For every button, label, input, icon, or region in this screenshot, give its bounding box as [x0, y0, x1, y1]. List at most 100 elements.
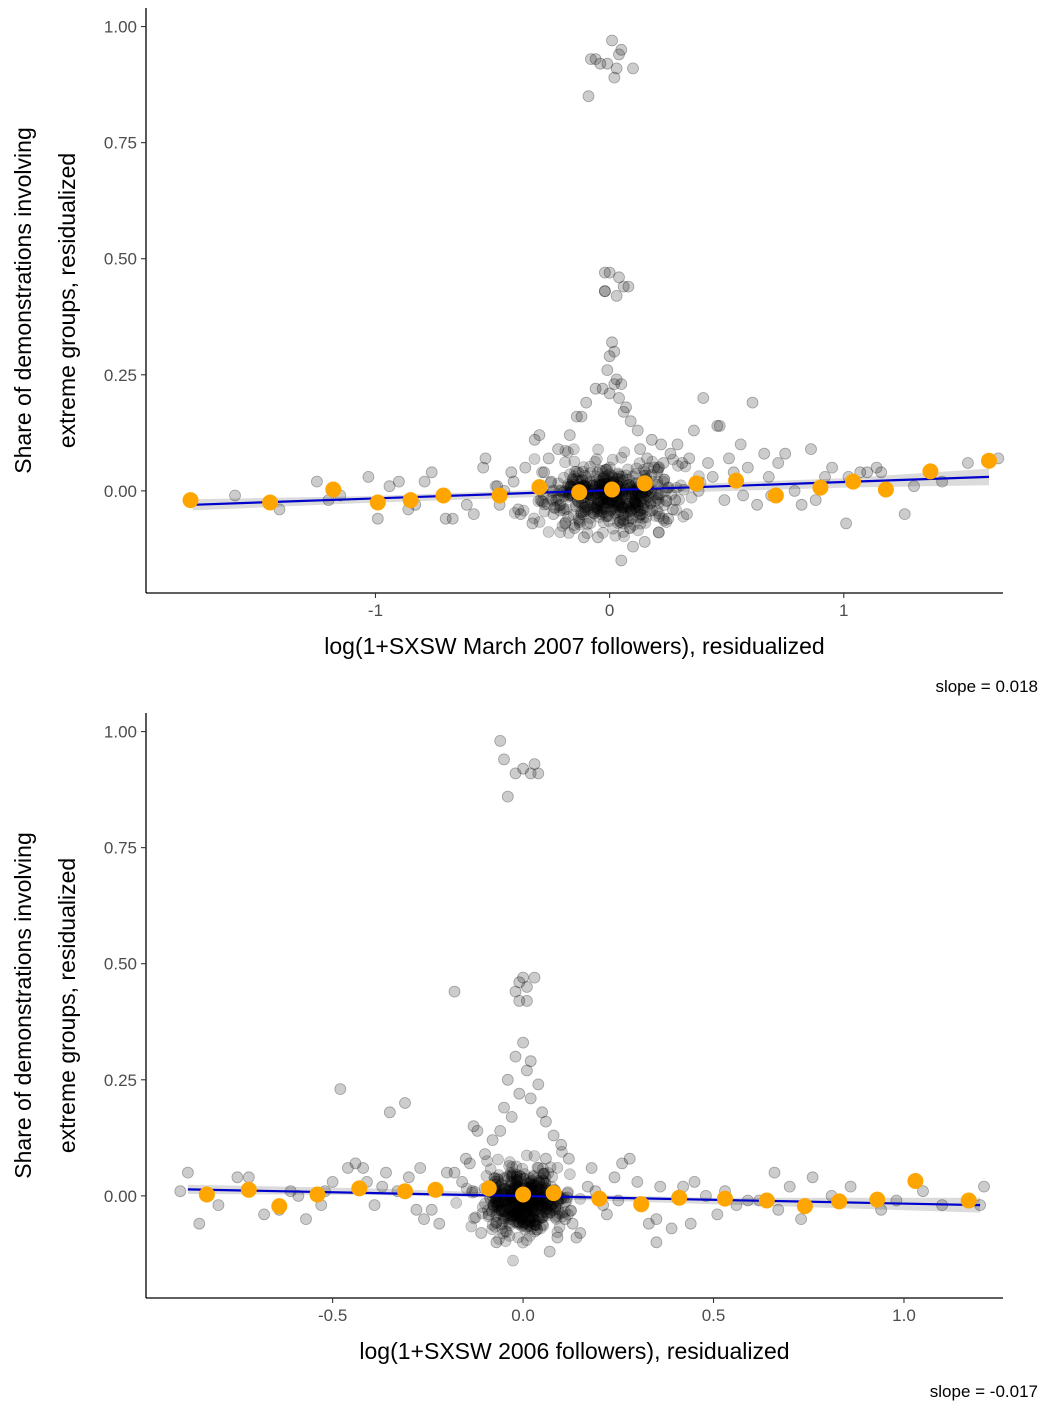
scatter-point [539, 1177, 551, 1189]
binned-point [758, 1192, 775, 1209]
scatter-point [622, 463, 634, 476]
scatter-point [465, 1220, 478, 1233]
scatter-point [537, 1194, 550, 1207]
scatter-point [524, 1177, 537, 1189]
scatter-point [493, 1207, 506, 1219]
scatter-point [597, 516, 610, 529]
scatter-point [590, 470, 602, 483]
scatter-point [512, 1211, 525, 1224]
scatter-point [525, 1223, 537, 1235]
scatter-point [517, 1236, 529, 1249]
scatter-point [660, 516, 673, 528]
scatter-point [540, 1115, 552, 1128]
scatter-point [552, 493, 565, 506]
y-axis-title-line-1: Share of demonstrations involving [10, 832, 36, 1178]
scatter-point [697, 392, 710, 404]
scatter-point [539, 1177, 552, 1189]
scatter-point [665, 1222, 678, 1235]
scatter-point [606, 34, 618, 47]
scatter-point [600, 510, 613, 523]
scatter-point [602, 497, 615, 510]
scatter-point [540, 1197, 552, 1210]
scatter-point [609, 529, 622, 542]
scatter-point [523, 1211, 536, 1223]
scatter-point [620, 401, 632, 414]
binned-point [402, 492, 419, 509]
scatter-point [596, 500, 608, 513]
scatter-point [783, 1180, 796, 1193]
scatter-point [711, 419, 724, 432]
scatter-point [520, 1220, 533, 1233]
scatter-point [536, 1106, 548, 1119]
scatter-point [507, 1167, 519, 1179]
scatter-point [516, 1220, 528, 1233]
scatter-point [592, 502, 605, 515]
scatter-point [530, 1191, 543, 1204]
scatter-point [513, 976, 526, 989]
scatter-point [510, 1160, 523, 1173]
scatter-point [713, 419, 726, 432]
scatter-point [642, 1217, 655, 1230]
scatter-point [533, 1176, 546, 1189]
scatter-point [507, 1203, 520, 1216]
scatter-point [504, 1210, 517, 1223]
scatter-point [481, 1155, 493, 1167]
scatter-point [513, 994, 526, 1007]
scatter-point [494, 735, 507, 747]
binned-points [182, 452, 997, 511]
scatter-point [772, 1203, 785, 1216]
scatter-point [501, 1209, 514, 1221]
scatter-point [652, 526, 665, 539]
scatter-point [193, 1217, 206, 1230]
scatter-point [504, 1167, 517, 1179]
scatter-point [499, 1199, 512, 1212]
scatter-point [497, 1182, 510, 1195]
scatter-point [513, 1206, 526, 1219]
scatter-point [627, 540, 639, 553]
scatter-point [510, 1171, 523, 1184]
scatter-point [490, 1236, 503, 1249]
scatter-point [508, 1201, 520, 1213]
scatter-point [526, 1205, 539, 1218]
scatter-point [380, 1166, 392, 1179]
scatter-point [613, 392, 625, 404]
scatter-point [392, 475, 405, 488]
scatter-point [711, 1208, 724, 1221]
scatter-point [533, 429, 546, 442]
scatter-point [542, 526, 555, 538]
scatter-point [511, 1199, 524, 1212]
scatter-point [584, 475, 597, 488]
scatter-point [482, 1208, 495, 1221]
scatter-point [520, 1149, 533, 1162]
scatter-point [512, 1210, 525, 1223]
scatter-point [585, 1162, 598, 1174]
scatter-point [511, 1206, 524, 1219]
scatter-point [539, 1201, 552, 1214]
scatter-point [511, 1174, 524, 1187]
scatter-point [258, 1208, 271, 1221]
scatter-point [805, 443, 817, 456]
scatter-point [513, 1205, 526, 1217]
scatter-point [620, 473, 632, 486]
scatter-point [475, 1227, 488, 1239]
scatter-point [541, 1209, 554, 1222]
scatter-point [630, 490, 643, 503]
scatter-point [516, 1209, 528, 1222]
scatter-point [537, 1174, 549, 1187]
scatter-point [517, 1206, 529, 1218]
tick-labels: 0.00 0.25 0.50 0.75 1.00 -1 0 1 [104, 18, 849, 620]
scatter-point [908, 480, 920, 493]
scatter-point [540, 1207, 552, 1220]
scatter-point [652, 462, 665, 474]
scatter-point [468, 1212, 480, 1225]
scatter-point [521, 1204, 534, 1217]
scatter-point [551, 1231, 564, 1244]
scatter-point [518, 1172, 530, 1185]
scatter-point [578, 504, 591, 516]
scatter-point [490, 1201, 503, 1213]
scatter-point [497, 1212, 510, 1224]
scatter-point [575, 410, 588, 423]
scatter-point [516, 1162, 529, 1175]
scatter-point [513, 1087, 526, 1100]
x-tick-label: 0.5 [702, 1306, 726, 1325]
